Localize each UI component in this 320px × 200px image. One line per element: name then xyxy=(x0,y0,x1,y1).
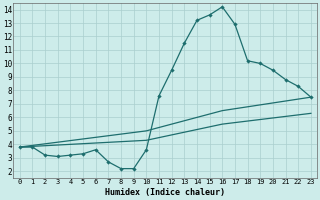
X-axis label: Humidex (Indice chaleur): Humidex (Indice chaleur) xyxy=(105,188,225,197)
